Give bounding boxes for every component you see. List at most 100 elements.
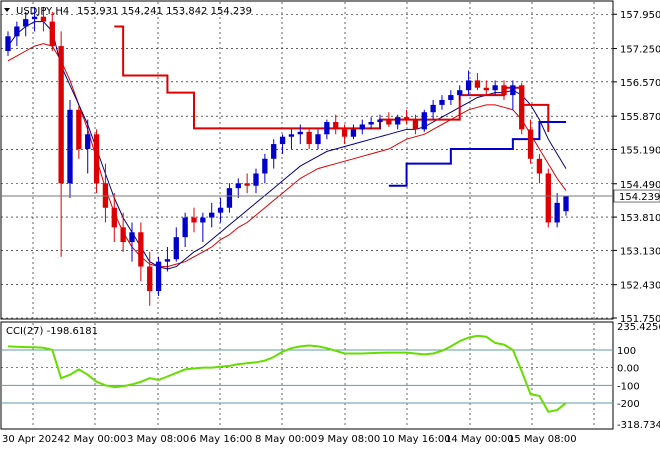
candle-body	[271, 144, 277, 159]
candle-body	[527, 129, 534, 159]
time-label: 3 May 08:00	[127, 434, 189, 445]
candle-body	[554, 202, 560, 223]
cci-tick-label: -100	[617, 381, 640, 392]
candle-body	[111, 207, 117, 228]
price-tick-label: 154.490	[620, 180, 660, 191]
candle-body	[421, 112, 427, 130]
candle-body	[501, 85, 507, 96]
candle-body	[457, 90, 463, 96]
cci-line	[7, 334, 567, 413]
candle-body	[297, 131, 303, 135]
candle-body	[519, 85, 525, 130]
candle-body	[324, 122, 330, 135]
candle-body	[182, 217, 188, 238]
candle-body	[102, 183, 109, 208]
candles	[5, 6, 569, 306]
candle-body	[235, 183, 241, 189]
candle-body	[492, 85, 498, 91]
symbol-label: USDJPY,H4	[16, 6, 69, 17]
dropdown-triangle-icon[interactable]	[4, 8, 10, 12]
cci-tick-label: 100	[617, 346, 636, 357]
candle-body	[536, 158, 543, 174]
candle-body	[465, 80, 472, 91]
candle-body	[253, 173, 259, 186]
candle-body	[49, 21, 55, 47]
candle-body	[67, 109, 73, 184]
candle-body	[386, 119, 392, 125]
candle-body	[58, 46, 64, 184]
candle-body	[563, 196, 569, 212]
cci-label: CCI(27) -198.6181	[6, 326, 98, 337]
price-tick-label: 153.810	[620, 213, 660, 224]
candle-body	[350, 129, 357, 137]
time-label: 6 May 16:00	[190, 434, 252, 445]
price-tick-label: 151.750	[620, 314, 660, 325]
candle-body	[412, 119, 419, 130]
candle-body	[439, 99, 445, 105]
candle-body	[368, 122, 374, 125]
candle-body	[93, 134, 100, 184]
ma-fast-line	[7, 21, 567, 270]
candle-body	[138, 232, 144, 267]
time-label: 30 Apr 2024	[2, 434, 64, 445]
time-label: 9 May 08:00	[318, 434, 380, 445]
price-tick-label: 155.870	[620, 112, 660, 123]
candle-body	[191, 217, 197, 223]
candle-body	[448, 95, 454, 100]
candle-body	[129, 232, 135, 243]
candle-body	[474, 80, 481, 88]
grid-lines	[1, 2, 613, 428]
ma-slow-line	[7, 43, 567, 268]
candle-body	[403, 117, 410, 120]
cci-tick-label: 235.4256	[617, 322, 660, 333]
time-label: 15 May 08:00	[508, 434, 577, 445]
cci-tick-label: -200	[617, 399, 640, 410]
candle-body	[40, 16, 47, 22]
candle-body	[217, 207, 224, 213]
cci-tick-label: -318.7341	[617, 420, 660, 431]
time-label: 14 May 00:00	[445, 434, 514, 445]
candle-body	[200, 217, 206, 223]
price-axis: 157.950 157.250 156.570 155.870 155.190 154.4…	[613, 10, 660, 325]
price-tick-label: 156.570	[620, 78, 660, 89]
cci-series	[7, 334, 567, 413]
candle-body	[76, 109, 82, 149]
price-tick-label: 155.190	[620, 145, 660, 156]
current-price-tag: 154.239	[613, 189, 660, 203]
price-tick-label: 153.130	[620, 246, 660, 257]
candle-body	[209, 212, 215, 218]
time-axis: 30 Apr 2024 2 May 00:00 3 May 08:00 6 May 1…	[2, 434, 577, 445]
time-label: 2 May 00:00	[64, 434, 126, 445]
candle-body	[510, 85, 516, 96]
candle-body	[23, 19, 29, 27]
candle-body	[315, 134, 321, 145]
candle-body	[164, 259, 171, 262]
cci-tick-label: 0.00	[617, 364, 639, 375]
price-tick-label: 152.430	[620, 281, 660, 292]
candle-body	[430, 104, 436, 113]
candle-body	[333, 122, 339, 130]
candle-body	[545, 173, 551, 223]
ohlc-label: 153.931 154.241 153.842 154.239	[77, 6, 252, 17]
candle-body	[155, 261, 162, 292]
candle-body	[395, 117, 401, 125]
candle-body	[173, 237, 179, 260]
candle-body	[483, 87, 489, 91]
candle-body	[341, 129, 348, 137]
candle-body	[279, 136, 286, 145]
stop-line-blue	[388, 121, 566, 187]
candle-body	[306, 131, 312, 145]
time-label: 10 May 16:00	[382, 434, 451, 445]
cci-panel-frame	[0, 321, 614, 430]
symbol-header: USDJPY,H4 153.931 154.241 153.842 154.23…	[4, 6, 252, 17]
candle-body	[359, 124, 365, 130]
main-panel-frame	[0, 0, 614, 320]
candle-body	[262, 158, 268, 174]
candle-body	[85, 134, 91, 149]
candle-body	[31, 16, 38, 20]
candle-body	[244, 183, 250, 186]
current-price-value: 154.239	[619, 192, 660, 203]
candle-body	[120, 227, 126, 243]
candle-body	[14, 26, 20, 37]
